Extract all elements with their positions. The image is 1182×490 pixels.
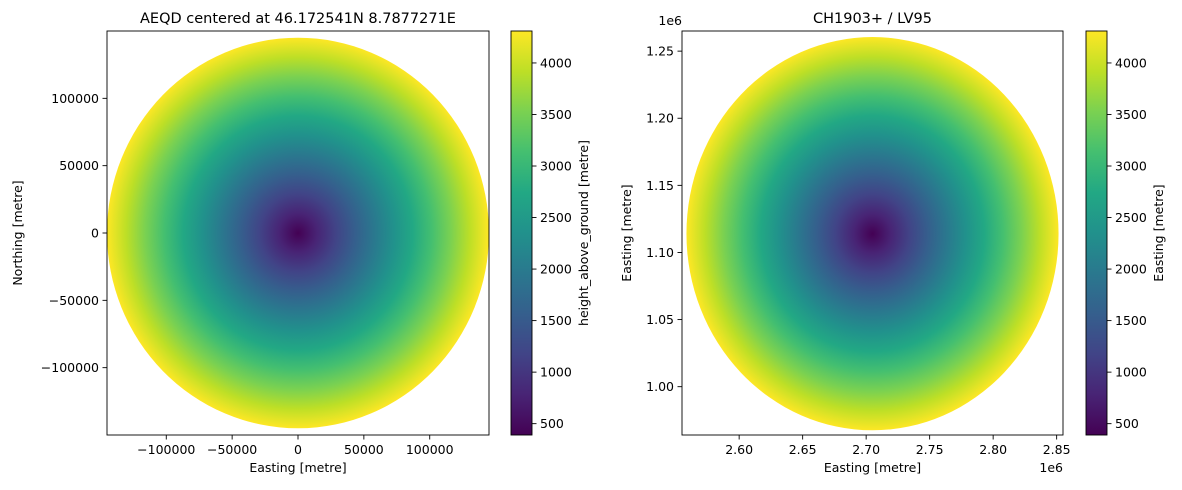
colorbar-tick-label: 3500 <box>1115 107 1147 122</box>
colorbar-tick-label: 1000 <box>540 365 572 380</box>
colorbar-tick-label: 1000 <box>1115 365 1147 380</box>
colorbar-label: Easting [metre] <box>1151 184 1166 281</box>
colorbar-tick-label: 2000 <box>1115 262 1147 277</box>
colorbar-tick-label: 3500 <box>540 107 572 122</box>
colorbar-gradient <box>1086 31 1107 435</box>
colorbar-tick-label: 3000 <box>1115 159 1147 174</box>
x-tick-label: 2.60 <box>725 442 753 457</box>
colorbar-tick-label: 500 <box>1115 416 1139 431</box>
x-tick-label: −100000 <box>137 442 195 457</box>
y-tick-label: 100000 <box>51 91 99 106</box>
y-tick-label: 0 <box>91 226 99 241</box>
x-tick-label: −50000 <box>207 442 257 457</box>
x-tick-label: 2.85 <box>1043 442 1071 457</box>
chart-panel-2: CH1903+ / LV95 2.60 2.65 2.70 2.75 2.80 2.85 1.… <box>619 11 1071 475</box>
y-tick-label: 1.25 <box>646 44 674 59</box>
x-tick-label: 50000 <box>344 442 384 457</box>
y-tick-label: 1.05 <box>646 312 674 327</box>
colorbar-tick-label: 500 <box>540 416 564 431</box>
y-tick-label: 1.15 <box>646 178 674 193</box>
y-tick-label: 1.20 <box>646 111 674 126</box>
y-tick-label: 50000 <box>59 158 99 173</box>
x-tick-label: 100000 <box>406 442 454 457</box>
y-axis-label: Northing [metre] <box>10 180 25 285</box>
y-tick-label: −100000 <box>41 360 99 375</box>
x-tick-label: 2.65 <box>789 442 817 457</box>
height-field-disk <box>107 37 489 429</box>
colorbar-tick-label: 2500 <box>540 210 572 225</box>
x-offset-label: 1e6 <box>1039 460 1063 475</box>
y-tick-label: 1.00 <box>646 379 674 394</box>
colorbar-tick-label: 1500 <box>1115 313 1147 328</box>
x-tick-label: 2.80 <box>979 442 1007 457</box>
chart-title: AEQD centered at 46.172541N 8.7877271E <box>140 11 456 27</box>
chart-panel-1: AEQD centered at 46.172541N 8.7877271E −1… <box>10 11 490 475</box>
colorbar-gradient <box>511 31 532 435</box>
axes-frame <box>681 30 1064 436</box>
height-field-disk <box>686 37 1059 431</box>
x-tick-label: 2.70 <box>852 442 880 457</box>
colorbar-1: 500 1000 1500 2000 2500 3000 3500 4000 height_ab… <box>510 30 591 436</box>
x-axis-label: Easting [metre] <box>824 460 921 475</box>
x-tick-label: 0 <box>294 442 302 457</box>
colorbar-frame <box>510 30 533 436</box>
colorbar-label: height_above_ground [metre] <box>576 140 591 326</box>
y-tick-label: −50000 <box>49 293 99 308</box>
y-offset-label: 1e6 <box>658 13 682 28</box>
colorbar-tick-label: 1500 <box>540 313 572 328</box>
chart-title: CH1903+ / LV95 <box>813 11 932 27</box>
y-axis-label: Easting [metre] <box>619 184 634 281</box>
y-tick-label: 1.10 <box>646 245 674 260</box>
colorbar-frame <box>1085 30 1108 436</box>
colorbar-tick-label: 3000 <box>540 159 572 174</box>
colorbar-2: 500 1000 1500 2000 2500 3000 3500 4000 Easting [… <box>1085 30 1166 436</box>
colorbar-tick-label: 4000 <box>540 55 572 70</box>
colorbar-tick-label: 4000 <box>1115 55 1147 70</box>
x-axis-label: Easting [metre] <box>249 460 346 475</box>
x-tick-label: 2.75 <box>916 442 944 457</box>
colorbar-tick-label: 2000 <box>540 262 572 277</box>
colorbar-tick-label: 2500 <box>1115 210 1147 225</box>
